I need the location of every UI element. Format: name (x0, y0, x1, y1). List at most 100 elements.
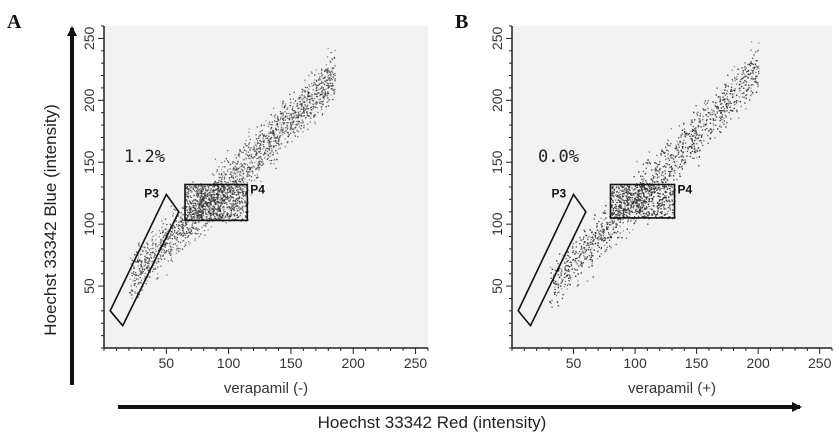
scatter-point (167, 238, 169, 240)
scatter-point (213, 174, 215, 176)
scatter-point (600, 248, 602, 250)
scatter-point (190, 211, 192, 214)
scatter-point (210, 210, 212, 212)
scatter-point (744, 74, 746, 76)
scatter-point (259, 140, 261, 142)
scatter-point (636, 201, 638, 203)
scatter-point (757, 85, 759, 88)
scatter-point (278, 138, 280, 140)
scatter-point (670, 175, 672, 177)
scatter-point (273, 107, 275, 109)
scatter-point (693, 143, 695, 145)
scatter-point (230, 206, 233, 208)
scatter-point (679, 173, 681, 175)
scatter-point (630, 201, 632, 203)
scatter-point (747, 89, 749, 91)
scatter-point (715, 119, 717, 121)
scatter-point (218, 206, 220, 208)
scatter-point (629, 200, 632, 202)
scatter-point (564, 269, 566, 271)
scatter-point (286, 112, 288, 115)
scatter-point (216, 203, 218, 205)
scatter-point (138, 283, 140, 285)
scatter-point (613, 206, 615, 209)
scatter-point (298, 120, 300, 122)
scatter-point (215, 201, 218, 203)
scatter-point (729, 106, 731, 108)
scatter-point (137, 243, 140, 245)
scatter-point (287, 135, 289, 138)
scatter-point (668, 159, 671, 161)
scatter-point (136, 292, 138, 294)
scatter-point (208, 185, 210, 187)
scatter-point (154, 261, 156, 264)
scatter-point (656, 185, 658, 188)
scatter-point (196, 212, 198, 214)
scatter-point (314, 82, 316, 84)
scatter-point (598, 233, 600, 235)
scatter-point (716, 112, 718, 114)
scatter-point (734, 77, 736, 79)
scatter-point (636, 204, 638, 206)
scatter-point (216, 193, 218, 195)
scatter-point (721, 102, 723, 105)
scatter-point (254, 150, 256, 152)
scatter-point (238, 200, 240, 203)
scatter-point (588, 235, 590, 237)
scatter-point (288, 134, 290, 136)
x-tick-label: 200 (342, 355, 366, 371)
scatter-point (662, 175, 664, 177)
scatter-point (137, 261, 139, 263)
scatter-point (183, 205, 185, 207)
scatter-point (643, 192, 645, 194)
scatter-point (648, 191, 650, 193)
scatter-point (654, 181, 656, 183)
scatter-point (618, 205, 621, 207)
scatter-point (568, 274, 571, 276)
scatter-point (255, 154, 257, 156)
scatter-point (661, 149, 663, 151)
scatter-point (208, 221, 211, 223)
scatter-point (294, 132, 296, 134)
scatter-point (231, 204, 233, 206)
scatter-point (554, 288, 556, 291)
scatter-point (625, 237, 628, 239)
scatter-point (626, 209, 628, 211)
scatter-point (618, 215, 621, 217)
scatter-point (314, 115, 316, 117)
scatter-point (617, 212, 619, 214)
scatter-point (302, 89, 304, 91)
scatter-point (678, 137, 680, 139)
scatter-point (615, 205, 617, 208)
scatter-point (137, 283, 139, 285)
scatter-point (285, 130, 287, 132)
scatter-point (327, 76, 329, 78)
scatter-point (314, 121, 316, 123)
scatter-point (230, 181, 232, 183)
scatter-point (279, 135, 281, 137)
scatter-point (751, 57, 754, 60)
scatter-point (711, 109, 713, 111)
scatter-point (213, 209, 215, 211)
scatter-point (229, 195, 232, 197)
scatter-point (242, 218, 244, 220)
scatter-point (646, 190, 648, 192)
scatter-point (181, 232, 183, 234)
scatter-point (688, 146, 690, 148)
scatter-point (163, 251, 165, 253)
scatter-point (618, 205, 620, 207)
scatter-point (196, 191, 198, 193)
scatter-point (268, 141, 271, 143)
scatter-point (155, 239, 157, 241)
scatter-point (682, 154, 684, 156)
scatter-point (242, 188, 244, 190)
scatter-point (192, 213, 194, 215)
scatter-point (742, 96, 744, 98)
scatter-point (231, 193, 233, 195)
scatter-point (267, 157, 269, 160)
scatter-point (292, 128, 294, 130)
scatter-point (716, 116, 718, 118)
scatter-point (586, 242, 589, 244)
scatter-point (293, 115, 295, 117)
scatter-point (288, 115, 290, 117)
